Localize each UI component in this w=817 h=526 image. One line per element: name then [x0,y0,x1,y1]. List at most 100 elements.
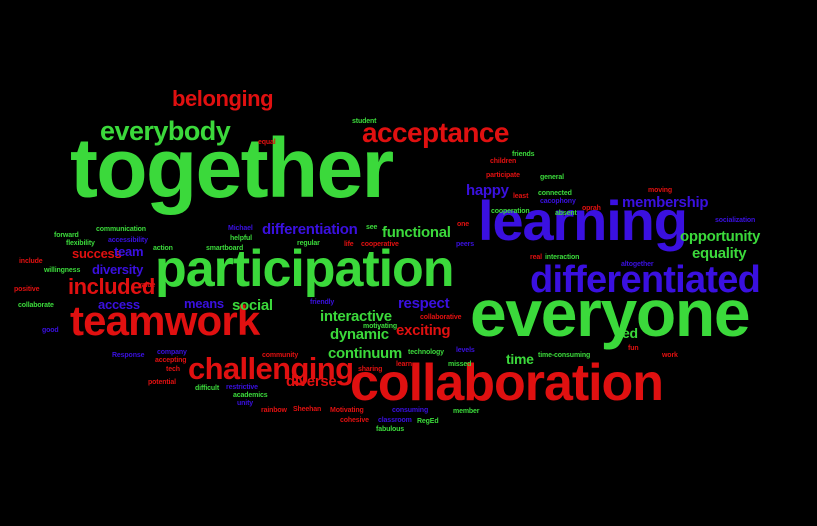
cloud-word: collaborative [420,314,462,321]
cloud-word: equality [692,245,747,262]
cloud-word: real [530,254,542,261]
cloud-word: everybody [100,116,231,146]
cloud-word: functional [382,224,451,241]
cloud-word: success [72,246,122,261]
cloud-word: company [157,349,187,356]
cloud-word: Response [112,352,145,359]
cloud-word: fabulous [376,426,405,433]
cloud-word: levels [456,347,475,354]
cloud-word: potential [148,379,176,386]
cloud-word: means [184,296,224,311]
cloud-word: one [457,221,470,228]
cloud-word: sharing [358,366,383,373]
cloud-word: collaborate [18,302,54,309]
cloud-word: team [114,244,144,259]
cloud-word: academics [233,392,268,399]
cloud-word: participation [155,240,455,298]
cloud-word: community [262,352,299,359]
cloud-word: diverse [286,373,337,390]
cloud-word: member [453,408,480,415]
cloud-word: oprah [582,205,601,212]
cloud-word: access [98,297,140,312]
cloud-word: accessibility [108,237,148,244]
cloud-word: include [19,258,43,265]
cloud-word: helpful [230,235,252,242]
cloud-word: collaboration [350,354,664,412]
cloud-word: participate [486,172,520,179]
cloud-word: equal [258,139,276,146]
cloud-word: membership [622,194,709,211]
cloud-word: peers [456,241,474,248]
cloud-word: time-consuming [538,352,591,359]
cloud-word: cooperation [491,208,530,215]
cloud-word: rainbow [261,407,287,414]
cloud-word: tech [166,366,180,373]
cloud-word: missed [448,361,472,368]
cloud-word: consuming [392,407,429,414]
cloud-word: good [42,327,59,334]
cloud-word: connected [538,190,572,197]
cloud-word: fun [628,345,639,352]
cloud-word: differentiation [262,221,358,238]
cloud-word: interactive [320,308,392,325]
cloud-word: action [153,245,173,252]
cloud-word: value [138,282,156,289]
cloud-word: children [490,158,517,165]
cloud-word: forward [54,232,79,239]
cloud-word: student [352,118,377,125]
cloud-word: willingness [44,267,81,274]
cloud-word: cohesive [340,417,369,424]
cloud-word: Sheehan [293,406,322,413]
cloud-word: happy [466,182,509,199]
cloud-word: classroom [378,417,412,424]
cloud-word: absent [555,210,577,217]
cloud-word: friendly [310,299,335,306]
cloud-word: regular [297,240,320,247]
cloud-word: unity [237,400,254,407]
cloud-word: friends [512,151,535,158]
cloud-word: smartboard [206,245,244,252]
cloud-word: difficult [195,385,220,392]
cloud-word: respect [398,295,450,312]
cloud-word: dynamic [330,326,389,343]
cloud-word: work [662,352,678,359]
cloud-word: everyone [470,276,751,350]
cloud-word: socialization [715,217,756,224]
cloud-word: motivating [363,323,397,330]
cloud-word: social [232,297,273,314]
cloud-word: accepting [155,357,187,364]
cloud-word: cooperative [361,241,399,248]
cloud-word: restrictive [226,384,258,391]
cloud-word: positive [14,286,40,293]
cloud-word: teamwork [70,297,260,344]
cloud-word: altogether [621,261,654,268]
cloud-word: included [68,274,155,299]
cloud-word: RegEd [417,418,439,425]
cloud-word: ed [622,325,638,341]
cloud-word: cacophony [540,198,576,205]
cloud-word: exciting [396,322,451,339]
cloud-word: challenging [188,351,354,386]
cloud-word: belonging [172,86,274,111]
cloud-word: least [513,193,529,200]
cloud-word: technology [408,349,444,356]
cloud-word: life [344,241,354,248]
cloud-word: opportunity [680,228,761,245]
cloud-word: together [70,121,394,215]
cloud-word: communication [96,226,146,233]
cloud-word: interaction [545,254,580,261]
cloud-word: Michael [228,225,253,232]
cloud-word: Motivating [330,407,364,414]
cloud-word: differentiated [530,259,761,301]
cloud-word: diversity [92,262,144,277]
cloud-word: learning [478,189,688,252]
cloud-word: continuum [328,345,402,362]
cloud-word: time [506,351,534,367]
cloud-word: flexibility [66,240,95,247]
cloud-word: see [366,224,378,231]
cloud-word: learn [396,361,413,368]
cloud-word: general [540,174,564,181]
cloud-word: moving [648,187,673,194]
cloud-word: acceptance [362,117,509,148]
